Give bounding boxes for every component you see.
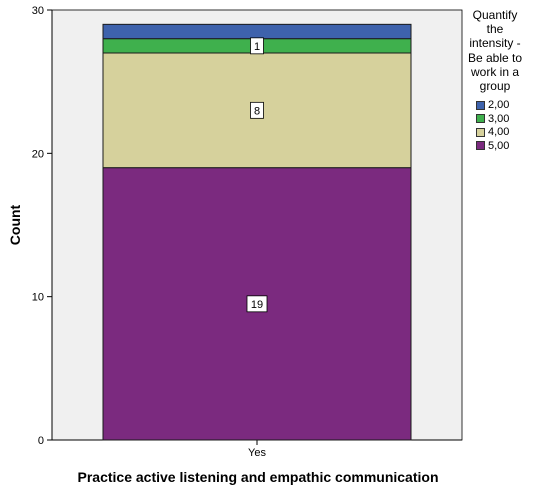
y-axis-label: Count xyxy=(7,204,23,245)
legend-swatch xyxy=(476,127,485,137)
legend-label: 2,00 xyxy=(488,99,510,112)
y-tick-label: 20 xyxy=(32,148,44,160)
bars xyxy=(102,23,412,441)
x-tick-label: Yes xyxy=(248,447,266,459)
legend-swatch xyxy=(476,114,485,124)
legend-items: 2,00 3,00 4,00 5,00 xyxy=(466,98,524,152)
y-tick-label: 30 xyxy=(32,5,44,17)
legend-label: 3,00 xyxy=(488,112,510,125)
y-tick-label: 10 xyxy=(32,292,44,304)
data-label-box xyxy=(246,295,268,313)
legend-item: 4,00 xyxy=(476,125,524,139)
legend-swatch xyxy=(476,141,485,151)
legend-label: 5,00 xyxy=(488,139,510,152)
legend-item: 2,00 xyxy=(476,98,524,112)
legend: Quantify the intensity - Be able to work… xyxy=(466,8,524,153)
legend-item: 3,00 xyxy=(476,112,524,126)
x-axis-label: Practice active listening and empathic c… xyxy=(78,469,439,485)
y-tick-label: 0 xyxy=(38,435,44,447)
legend-title: Quantify the intensity - Be able to work… xyxy=(467,8,523,94)
data-label-box xyxy=(250,37,264,55)
legend-label: 4,00 xyxy=(488,126,510,139)
data-label-box xyxy=(250,101,264,119)
data-label: 19 xyxy=(251,299,263,311)
legend-item: 5,00 xyxy=(476,139,524,153)
legend-swatch xyxy=(476,100,485,110)
data-label: 1 xyxy=(254,41,260,53)
data-label: 8 xyxy=(254,105,260,117)
bar-segment xyxy=(102,23,412,40)
